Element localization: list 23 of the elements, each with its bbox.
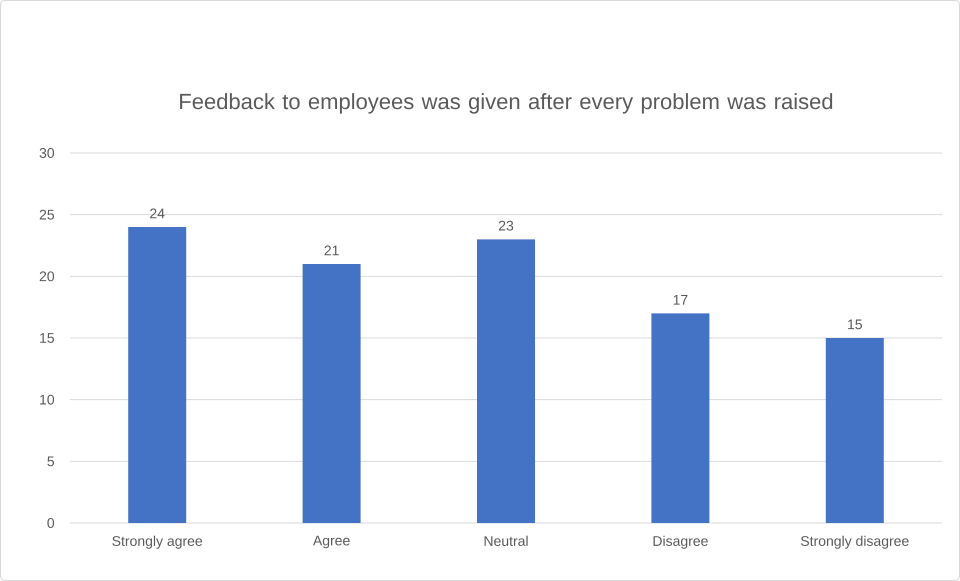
data-label: 17 [674, 294, 688, 305]
x-tick-label: Strongly disagree [800, 536, 909, 549]
data-label: 15 [848, 320, 862, 330]
y-tick-label: 15 [40, 333, 54, 343]
y-tick-label: 10 [40, 394, 54, 405]
x-tick-label: Strongly agree [112, 536, 202, 549]
data-label: 24 [150, 208, 165, 218]
y-tick-label: 20 [40, 271, 54, 282]
y-tick-label: 5 [47, 456, 54, 466]
y-tick-label: 25 [40, 210, 54, 220]
data-label: 23 [498, 220, 514, 231]
bar [826, 338, 884, 523]
bar [128, 226, 186, 523]
bar [651, 313, 710, 523]
bar [477, 239, 536, 523]
x-tick-label: Agree [312, 536, 350, 548]
y-tick-label: 30 [40, 148, 54, 158]
x-tick-label: Neutral [484, 536, 528, 546]
bar [302, 264, 361, 523]
y-tick-label: 0 [47, 518, 54, 528]
data-label: 21 [324, 246, 339, 256]
x-tick-label: Disagree [654, 536, 708, 549]
chart-title: Feedback to employees was given after every problem was raised [180, 93, 832, 114]
